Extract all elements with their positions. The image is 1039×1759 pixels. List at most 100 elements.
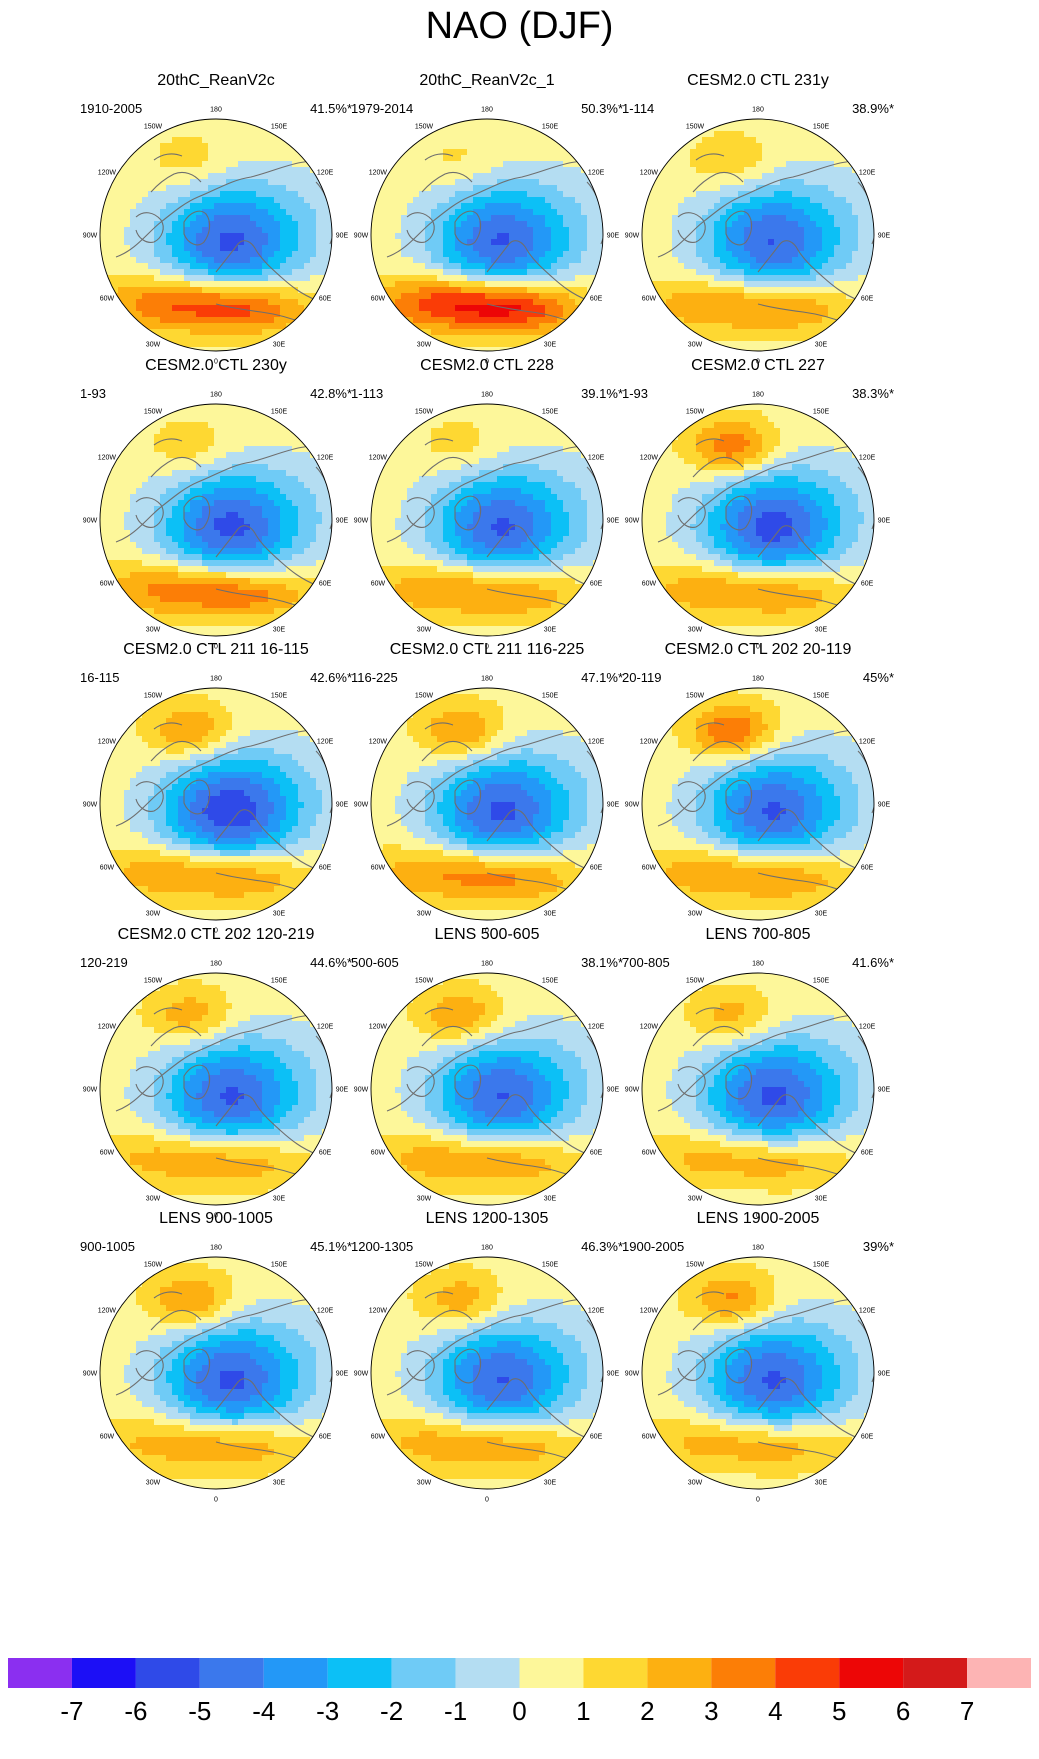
colorbar-tick-label: -4 [234,1694,294,1728]
map-border [370,972,604,1206]
longitude-label: 180 [481,676,493,683]
map-border [641,687,875,921]
map-panel: 180 150E 120E 90E 60E 30E 0 30W 60W 90W 120W 150W CE… [66,926,366,1226]
longitude-label: 120W [98,170,117,177]
longitude-label: 30W [146,1480,161,1487]
longitude-label: 120W [369,739,388,746]
colorbar-swatch [263,1658,328,1688]
longitude-label: 90E [336,1371,349,1378]
longitude-label: 30E [815,1480,828,1487]
longitude-label: 150W [144,1261,163,1268]
longitude-label: 90E [336,802,349,809]
longitude-label: 120E [588,1308,605,1315]
longitude-label: 150W [686,123,705,130]
longitude-label: 180 [210,392,222,399]
longitude-label: 90E [336,233,349,240]
longitude-label: 150E [271,123,288,130]
panel-period: 116-225 [351,670,398,685]
longitude-label: 30W [146,627,161,634]
longitude-label: 120E [588,170,605,177]
longitude-label: 120E [859,455,876,462]
longitude-label: 90E [607,518,620,525]
map-panel: 180 150E 120E 90E 60E 30E 0 30W 60W 90W 120W 150W LE… [337,926,637,1226]
panel-variance-explained: 38.9%* [852,101,894,116]
longitude-label: 150E [813,408,830,415]
map-border [370,1256,604,1490]
longitude-label: 0 [756,928,760,935]
longitude-label: 60E [590,865,603,872]
colorbar-swatch [135,1658,200,1688]
longitude-label: 150W [415,1261,434,1268]
polar-stereographic-map: 180 150E 120E 90E 60E 30E 0 30W 60W 90W 120W 150W [625,1245,891,1504]
colorbar-tick-label: -5 [170,1694,230,1728]
map-border [641,972,875,1206]
colorbar-swatch [519,1658,584,1688]
longitude-label: 30E [544,342,557,349]
map-panel: 180 150E 120E 90E 60E 30E 0 30W 60W 90W 120W 150W CE… [66,357,366,657]
colorbar-tick-label: 7 [937,1694,997,1728]
longitude-label: 0 [214,1213,218,1220]
colorbar-tick-label: -7 [42,1694,102,1728]
longitude-label: 60E [590,1434,603,1441]
longitude-label: 30W [417,1196,432,1203]
longitude-label: 150W [144,123,163,130]
longitude-label: 0 [756,359,760,366]
map-panel-grid: 180 150E 120E 90E 60E 30E 0 30W 60W 90W 120W 150W 20… [66,72,908,1504]
panel-variance-explained: 46.3%* [581,1239,623,1254]
map-border [99,972,333,1206]
longitude-label: 120W [640,1024,659,1031]
longitude-label: 30W [417,1480,432,1487]
longitude-label: 90E [607,1087,620,1094]
panel-variance-explained: 38.3%* [852,386,894,401]
panel-variance-explained: 39.1%* [581,386,623,401]
colorbar-swatch [839,1658,904,1688]
longitude-label: 150E [813,1261,830,1268]
map-border [99,403,333,637]
longitude-label: 180 [752,961,764,968]
longitude-label: 30W [688,1480,703,1487]
panel-variance-explained: 45.1%* [310,1239,352,1254]
longitude-label: 0 [214,1497,218,1504]
longitude-label: 120W [640,1308,659,1315]
longitude-label: 120E [317,170,334,177]
colorbar-tick-label: 4 [745,1694,805,1728]
panel-title: LENS 900-1005 [66,1210,366,1228]
longitude-label: 0 [214,644,218,651]
polar-stereographic-map: 180 150E 120E 90E 60E 30E 0 30W 60W 90W 120W 150W [354,961,620,1220]
longitude-label: 90W [83,518,98,525]
longitude-label: 30E [273,1480,286,1487]
longitude-label: 90E [607,802,620,809]
longitude-label: 30W [688,911,703,918]
map-panel: 180 150E 120E 90E 60E 30E 0 30W 60W 90W 120W 150W CE… [337,357,637,657]
longitude-label: 120E [317,455,334,462]
polar-stereographic-map: 180 150E 120E 90E 60E 30E 0 30W 60W 90W 120W 150W [83,392,349,651]
longitude-label: 150E [271,1261,288,1268]
longitude-label: 90E [878,518,891,525]
colorbar-swatch [583,1658,648,1688]
polar-stereographic-map: 180 150E 120E 90E 60E 30E 0 30W 60W 90W 120W 150W [83,107,349,366]
colorbar-tick-label: 6 [873,1694,933,1728]
longitude-label: 0 [485,1213,489,1220]
longitude-label: 0 [756,644,760,651]
colorbar-tick-label: -1 [426,1694,486,1728]
longitude-label: 60W [371,1150,386,1157]
longitude-label: 180 [752,1245,764,1252]
longitude-label: 30E [273,627,286,634]
longitude-label: 30E [544,627,557,634]
longitude-label: 150W [415,977,434,984]
map-border [641,1256,875,1490]
longitude-label: 90E [607,233,620,240]
longitude-label: 150E [542,123,559,130]
longitude-label: 90W [83,233,98,240]
longitude-label: 180 [210,676,222,683]
map-panel: 180 150E 120E 90E 60E 30E 0 30W 60W 90W 120W 150W 20… [66,72,366,372]
panel-period: 1-114 [622,101,654,116]
map-panel: 180 150E 120E 90E 60E 30E 0 30W 60W 90W 120W 150W LE… [608,926,908,1226]
longitude-label: 60E [861,296,874,303]
panel-variance-explained: 42.6%* [310,670,352,685]
longitude-label: 90E [878,233,891,240]
polar-stereographic-map: 180 150E 120E 90E 60E 30E 0 30W 60W 90W 120W 150W [83,961,349,1220]
longitude-label: 150W [144,977,163,984]
longitude-label: 60W [100,865,115,872]
longitude-label: 30E [544,1196,557,1203]
